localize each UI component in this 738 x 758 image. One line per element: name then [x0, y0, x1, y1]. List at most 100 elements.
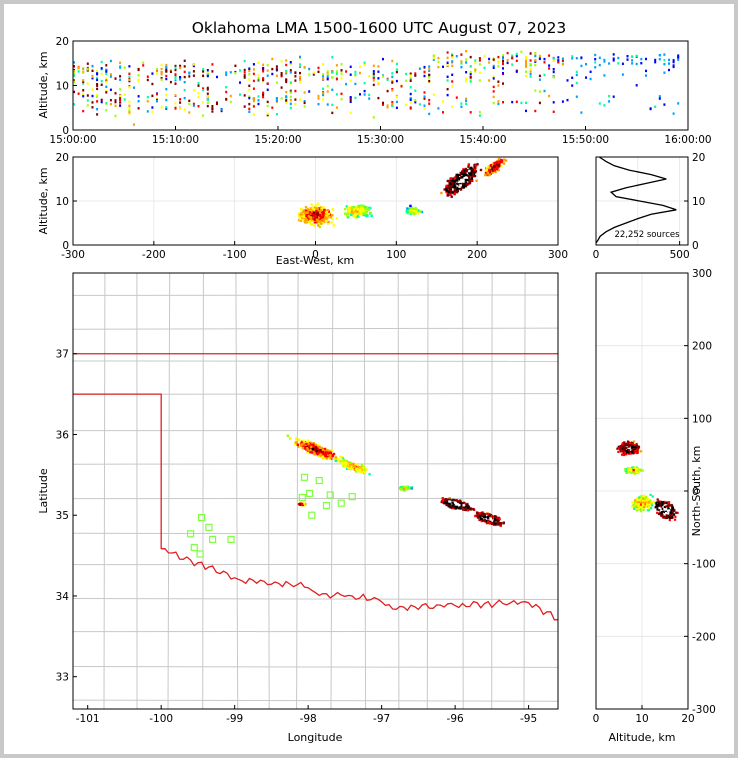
source-cell	[368, 75, 371, 78]
source-cell	[468, 175, 471, 179]
source-cell	[502, 67, 504, 70]
source-cell	[629, 450, 632, 453]
lma-station-marker	[205, 523, 213, 531]
source-cell	[377, 65, 380, 68]
east-west-xtick: -200	[142, 249, 166, 261]
source-cell	[319, 222, 323, 225]
source-cell	[603, 74, 606, 77]
source-cell	[285, 69, 288, 73]
source-cell	[334, 459, 337, 463]
source-cell	[266, 112, 269, 115]
source-cell	[295, 437, 298, 440]
source-cell	[311, 448, 315, 451]
source-cell	[575, 57, 578, 60]
source-cell	[299, 55, 301, 59]
source-cell	[409, 204, 412, 208]
source-cell	[543, 57, 546, 61]
county-line	[330, 273, 334, 709]
time-tick-label: 15:50:00	[562, 134, 609, 146]
source-cell	[608, 94, 611, 98]
source-cell	[151, 110, 154, 113]
source-cell	[469, 79, 472, 82]
source-cell	[490, 515, 494, 518]
source-cell	[446, 56, 449, 59]
source-cell	[326, 209, 329, 212]
histogram-ytick: 10	[692, 196, 705, 208]
source-cell	[315, 218, 319, 221]
source-cell	[451, 501, 454, 504]
source-cell	[477, 516, 480, 519]
source-cell	[169, 70, 172, 73]
source-cell	[225, 71, 228, 74]
source-cell	[632, 452, 635, 455]
source-cell	[174, 77, 177, 80]
source-cell	[357, 205, 360, 208]
source-cell	[243, 68, 246, 72]
source-cell	[337, 458, 340, 461]
plan-view-xlabel: Longitude	[288, 731, 343, 744]
source-cell	[561, 59, 564, 62]
source-cell	[623, 449, 626, 452]
source-cell	[300, 207, 303, 211]
east-west-xtick: -100	[223, 249, 247, 261]
source-cell	[183, 70, 186, 74]
source-cell	[400, 85, 403, 88]
source-cell	[632, 470, 635, 473]
source-cell	[119, 104, 122, 107]
source-cell	[285, 99, 288, 102]
source-cell	[497, 55, 500, 59]
source-cell	[525, 101, 527, 104]
source-cell	[497, 168, 500, 172]
source-cell	[202, 87, 205, 90]
source-cell	[626, 442, 629, 446]
source-cell	[449, 506, 452, 509]
source-cell	[216, 101, 218, 104]
source-cell	[349, 96, 352, 99]
source-cell	[322, 78, 325, 81]
source-cell	[225, 90, 228, 94]
source-cell	[206, 92, 209, 95]
source-cell	[483, 54, 486, 58]
source-cell	[275, 65, 278, 68]
source-cell	[340, 76, 343, 80]
source-cell	[363, 63, 366, 66]
source-cell	[493, 168, 496, 171]
source-cell	[494, 515, 498, 519]
source-cell	[663, 53, 666, 56]
source-cell	[415, 210, 418, 214]
source-cell	[289, 71, 292, 74]
source-cell	[446, 75, 449, 78]
source-cell	[309, 211, 312, 214]
source-cell	[391, 79, 394, 83]
source-cell	[308, 67, 311, 71]
source-cell	[450, 504, 453, 507]
source-cell	[294, 98, 297, 101]
source-cell	[362, 204, 365, 208]
source-cell	[409, 74, 412, 77]
source-cell	[359, 209, 362, 212]
source-cell	[409, 72, 412, 75]
source-cell	[119, 78, 122, 81]
source-cell	[308, 212, 311, 216]
source-cell	[298, 438, 301, 441]
source-cell	[165, 106, 168, 109]
source-cell	[360, 210, 363, 214]
source-cell	[151, 82, 154, 86]
source-cell	[645, 74, 647, 77]
source-cell	[100, 60, 103, 64]
east-west-xtick: 0	[312, 249, 319, 261]
source-cell	[294, 442, 297, 446]
source-cell	[316, 212, 319, 215]
source-cell	[497, 80, 500, 83]
source-cell	[349, 111, 352, 114]
source-cell	[410, 209, 414, 212]
source-cell	[467, 506, 470, 509]
source-cell	[294, 75, 297, 78]
source-cell	[460, 180, 464, 184]
source-cell	[275, 81, 278, 84]
source-cell	[188, 99, 191, 102]
source-cell	[640, 62, 643, 65]
source-cell	[137, 67, 140, 71]
source-cell	[442, 100, 444, 103]
